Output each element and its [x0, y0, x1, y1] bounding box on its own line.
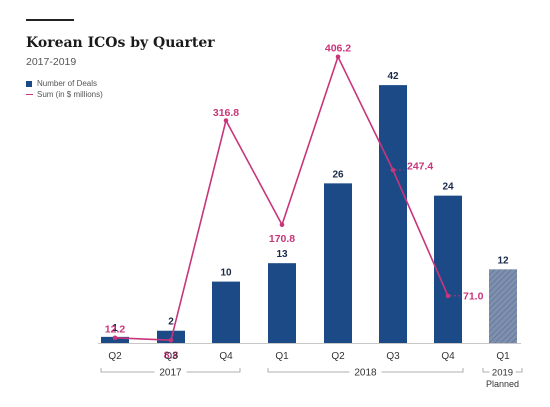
sum-label-3: 316.8 — [213, 107, 239, 119]
sum-point-2 — [168, 337, 174, 343]
bar-label-6: 42 — [387, 71, 399, 82]
bar-label-7: 24 — [442, 182, 454, 193]
tick-label-6: Q3 — [386, 351, 400, 362]
tick-label-3: Q4 — [219, 351, 233, 362]
bar-label-8: 12 — [497, 255, 509, 266]
bar-label-3: 10 — [220, 268, 232, 279]
sum-point-3 — [223, 118, 229, 123]
year-sublabel-3: Planned — [486, 379, 519, 389]
year-label-bg-3 — [489, 366, 516, 378]
tick-label-1: Q2 — [108, 351, 122, 362]
bar-4 — [268, 263, 296, 343]
bar-7 — [434, 195, 462, 343]
bar-label-4: 13 — [276, 249, 288, 260]
bar-8 — [489, 269, 517, 343]
legend-label-sum: Sum (in $ millions) — [37, 90, 103, 99]
sum-label-2: 8.8 — [164, 350, 179, 362]
chart-subtitle: 2017-2019 — [26, 56, 77, 68]
bar-label-2: 2 — [168, 317, 174, 328]
bar-3 — [212, 281, 240, 343]
sum-label-7: 71.0 — [463, 290, 484, 302]
tick-label-4: Q1 — [275, 351, 289, 362]
tick-label-2: Q3 — [164, 351, 178, 362]
year-label-bg-2 — [349, 366, 382, 378]
legend-bar-swatch — [26, 80, 32, 87]
legend-item-sum: Sum (in $ millions) — [26, 89, 103, 100]
bar-label-1: 1 — [112, 323, 118, 334]
year-group-2: 2018 — [267, 366, 464, 379]
sum-point-7 — [445, 293, 451, 299]
sum-label-5: 406.2 — [325, 42, 351, 54]
sum-point-1 — [112, 335, 118, 341]
legend-item-deals: Number of Deals — [26, 78, 103, 89]
bar-5 — [324, 183, 352, 343]
bar-label-5: 26 — [332, 169, 344, 180]
bar-6 — [379, 85, 407, 344]
year-group-1: 2017 — [100, 366, 241, 379]
title-rule — [26, 19, 74, 21]
sum-point-6 — [390, 167, 396, 173]
sum-label-4: 170.8 — [269, 233, 295, 245]
legend-line-swatch — [26, 93, 33, 96]
chart-title: Korean ICOs by Quarter — [26, 35, 215, 51]
legend-label-deals: Number of Deals — [37, 79, 98, 88]
legend: Number of Deals Sum (in $ millions) — [26, 78, 103, 100]
tick-label-7: Q4 — [441, 351, 455, 362]
sum-label-1: 12.2 — [105, 323, 126, 335]
sum-point-4 — [279, 222, 285, 227]
sum-point-5 — [335, 54, 341, 60]
year-label-1: 2017 — [159, 368, 182, 379]
tick-label-5: Q2 — [331, 351, 345, 362]
year-label-2: 2018 — [354, 368, 377, 379]
year-label-bg-1 — [154, 366, 187, 378]
sum-label-6: 247.4 — [407, 161, 433, 173]
tick-label-8: Q1 — [496, 351, 510, 362]
line-layer: 12.2 8.8 316.8 170.8 406.2 247.4 71.0 — [105, 42, 484, 361]
year-label-3: 2019 — [492, 368, 513, 379]
